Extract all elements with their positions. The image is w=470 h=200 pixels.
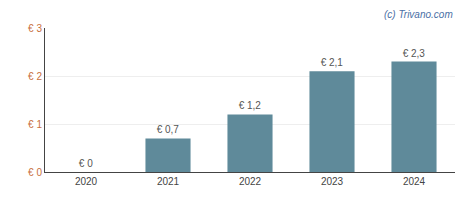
svg-text:(c) Trivano.com: (c) Trivano.com xyxy=(384,9,453,20)
svg-text:€ 3: € 3 xyxy=(28,23,42,34)
svg-text:2024: 2024 xyxy=(403,176,426,187)
svg-text:€ 1: € 1 xyxy=(28,119,42,130)
svg-text:€ 1,2: € 1,2 xyxy=(239,100,262,111)
svg-text:2020: 2020 xyxy=(75,176,98,187)
svg-text:€ 2,1: € 2,1 xyxy=(321,57,344,68)
svg-text:2022: 2022 xyxy=(239,176,262,187)
svg-text:€ 0: € 0 xyxy=(79,158,93,169)
svg-text:€ 0,7: € 0,7 xyxy=(157,124,180,135)
svg-text:€ 0: € 0 xyxy=(28,167,42,178)
svg-text:2021: 2021 xyxy=(157,176,180,187)
svg-text:2023: 2023 xyxy=(321,176,344,187)
svg-text:€ 2,3: € 2,3 xyxy=(403,48,426,59)
svg-text:€ 2: € 2 xyxy=(28,71,42,82)
